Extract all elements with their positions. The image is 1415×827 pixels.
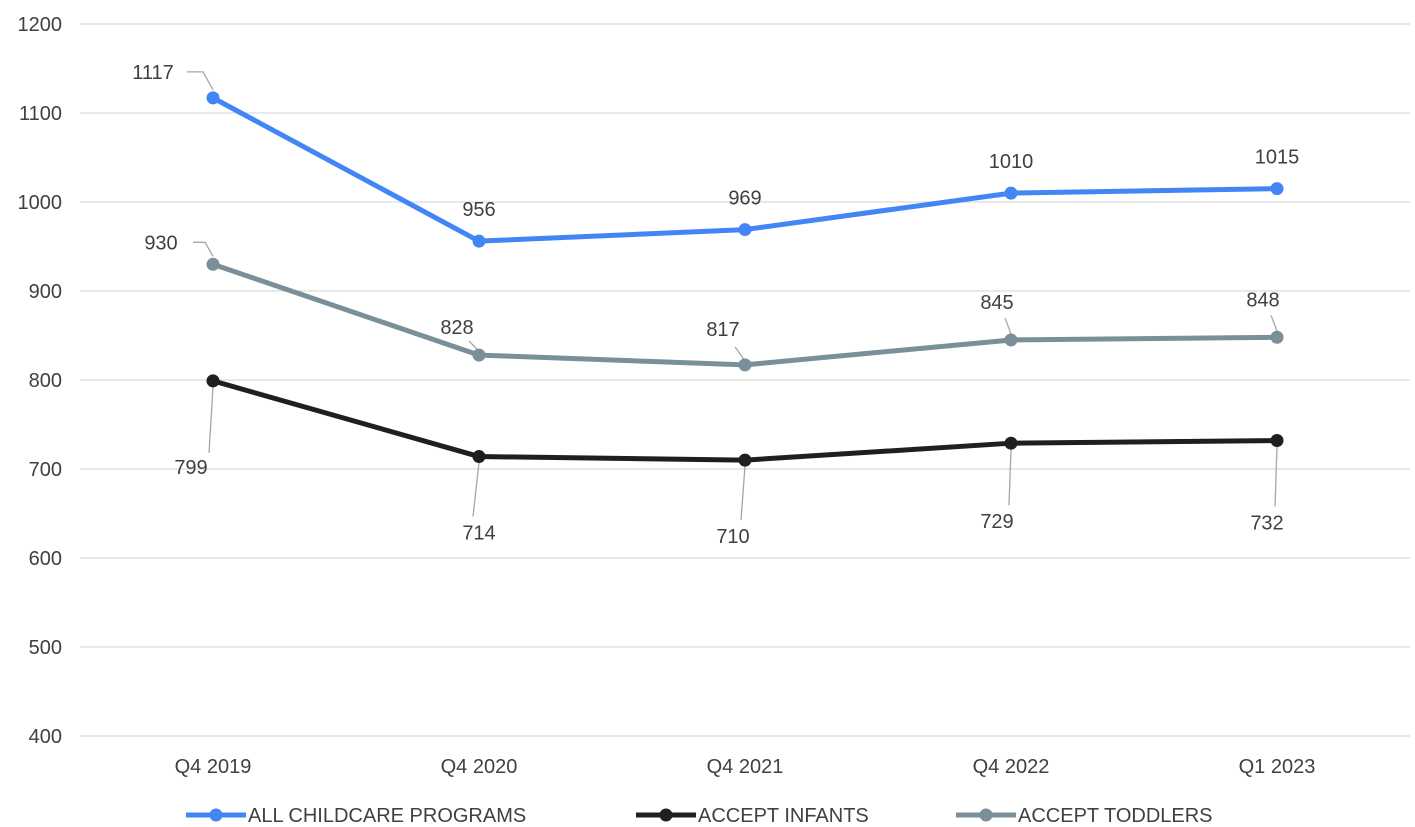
data-label: 732 — [1250, 513, 1283, 535]
data-label: 710 — [716, 526, 749, 548]
data-point — [738, 223, 752, 237]
data-label: 714 — [462, 523, 495, 545]
data-point — [1270, 330, 1284, 344]
y-axis-ticks: 400 500 600 700 800 900 1000 1100 1200 — [18, 14, 63, 748]
y-tick-label: 400 — [29, 726, 62, 748]
leader-line — [740, 466, 746, 521]
data-label: 848 — [1246, 289, 1279, 311]
data-labels: 1117 956 969 1010 1015 799 714 710 729 732 930 828 8… — [132, 62, 1299, 548]
leader-line — [1274, 446, 1278, 507]
series-line — [210, 378, 1280, 463]
data-point — [1004, 186, 1018, 200]
y-tick-label: 1000 — [18, 192, 63, 214]
x-tick-label: Q1 2023 — [1239, 756, 1316, 778]
series-line — [210, 261, 1280, 368]
label-leader-lines — [187, 71, 1278, 521]
leader-line — [193, 241, 214, 257]
y-tick-label: 700 — [29, 459, 62, 481]
leader-line — [472, 462, 480, 517]
data-label: 1015 — [1255, 147, 1300, 169]
data-label: 828 — [440, 317, 473, 339]
gridlines — [80, 23, 1410, 737]
y-tick-label: 1200 — [18, 14, 63, 36]
data-point — [738, 358, 752, 372]
legend-swatch-marker — [209, 808, 223, 822]
y-tick-label: 600 — [29, 548, 62, 570]
data-point — [1270, 434, 1284, 448]
leader-line — [1008, 449, 1012, 506]
data-point — [1270, 182, 1284, 196]
x-tick-label: Q4 2022 — [973, 756, 1050, 778]
data-label: 799 — [174, 457, 207, 479]
data-label: 845 — [980, 292, 1013, 314]
data-point — [206, 91, 220, 105]
data-label: 1117 — [132, 62, 174, 84]
data-point — [206, 374, 220, 388]
x-tick-label: Q4 2020 — [441, 756, 518, 778]
data-label: 1010 — [989, 151, 1034, 173]
x-tick-label: Q4 2019 — [175, 756, 252, 778]
x-tick-label: Q4 2021 — [707, 756, 784, 778]
x-axis-ticks: Q4 2019 Q4 2020 Q4 2021 Q4 2022 Q1 2023 — [175, 756, 1316, 778]
legend: ALL CHILDCARE PROGRAMS ACCEPT INFANTS ACCE… — [186, 805, 1213, 827]
series-line — [210, 95, 1280, 244]
leader-line — [208, 386, 214, 453]
legend-label: ACCEPT INFANTS — [698, 805, 869, 827]
legend-label: ACCEPT TODDLERS — [1018, 805, 1213, 827]
data-label: 817 — [706, 319, 739, 341]
leader-line — [1004, 317, 1012, 335]
data-label: 969 — [728, 188, 761, 210]
data-point — [738, 453, 752, 467]
data-label: 729 — [980, 511, 1013, 533]
data-label: 930 — [144, 232, 177, 254]
legend-swatch-marker — [979, 808, 993, 822]
leader-line — [187, 71, 214, 91]
data-point — [472, 234, 486, 248]
y-tick-label: 1100 — [19, 103, 62, 125]
data-point — [472, 450, 486, 464]
y-tick-label: 800 — [29, 370, 62, 392]
series-lines — [206, 91, 1284, 467]
leader-line — [1270, 315, 1278, 332]
y-tick-label: 500 — [29, 637, 62, 659]
legend-label: ALL CHILDCARE PROGRAMS — [248, 805, 526, 827]
data-point — [1004, 436, 1018, 450]
data-point — [206, 257, 220, 271]
data-point — [472, 348, 486, 362]
data-label: 956 — [462, 199, 495, 221]
data-point — [1004, 333, 1018, 347]
y-tick-label: 900 — [29, 281, 62, 303]
legend-swatch-marker — [659, 808, 673, 822]
leader-line — [734, 346, 746, 362]
